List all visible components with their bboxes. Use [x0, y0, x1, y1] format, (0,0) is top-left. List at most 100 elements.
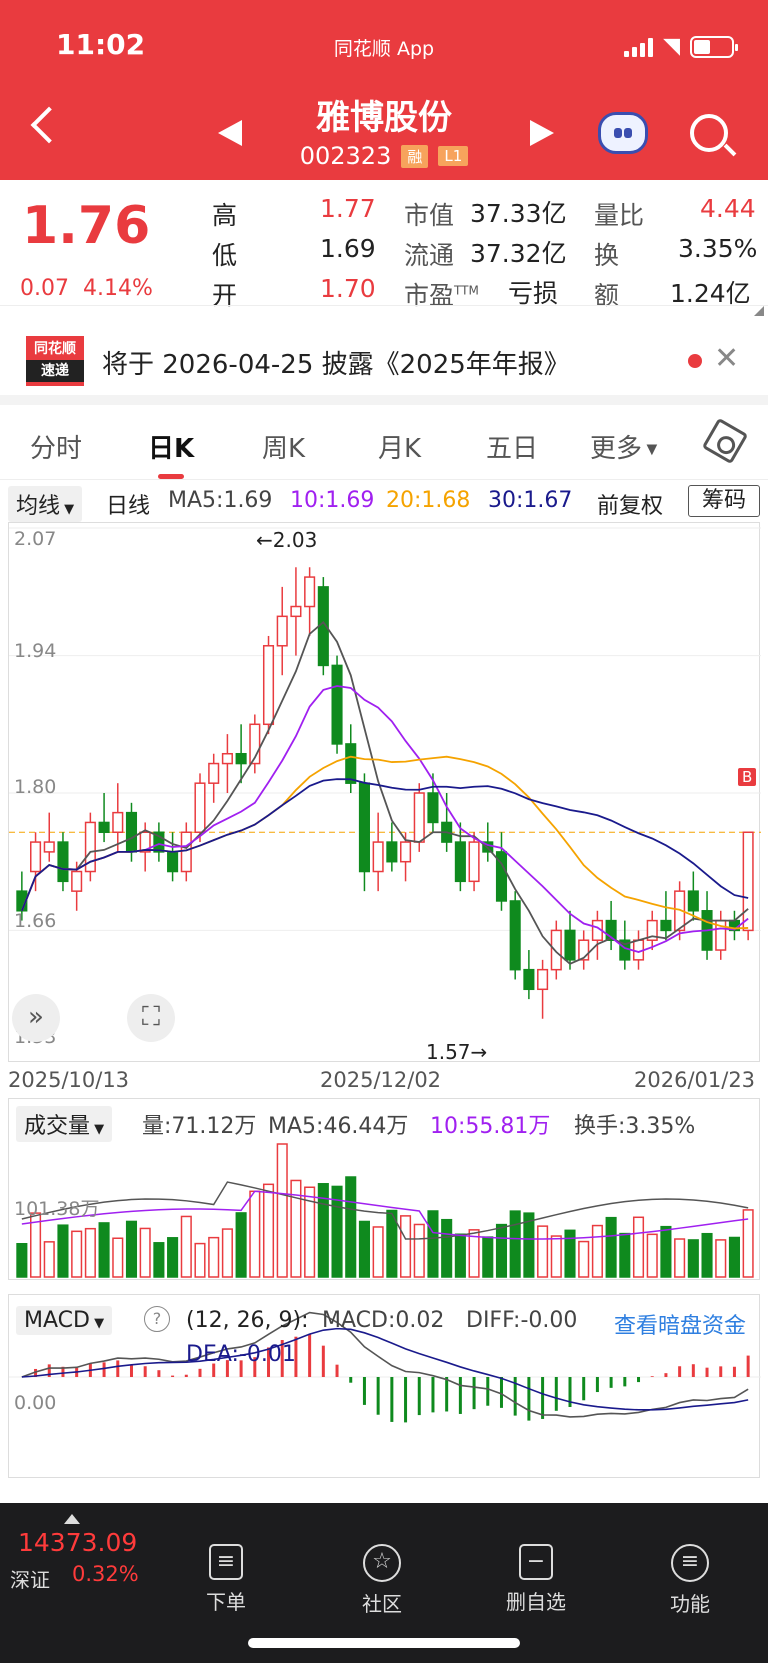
volume-bar: [454, 1233, 466, 1278]
turnover-value: 3.35%: [678, 234, 758, 263]
candle-body: [400, 841, 412, 863]
ma20-value: 20:1.68: [386, 488, 471, 513]
fullscreen-icon[interactable]: ⛶: [127, 994, 175, 1042]
tab-monthly-k[interactable]: 月K: [378, 434, 422, 464]
volume-ma5: MA5:46.44万: [268, 1114, 409, 1139]
volume-svg: [16, 1143, 754, 1278]
price-change: 0.07 4.14%: [20, 276, 153, 301]
volume-select-label: 成交量: [24, 1114, 91, 1139]
candle-body: [646, 919, 658, 941]
volume-bar: [715, 1239, 727, 1278]
volume-bar: [304, 1186, 316, 1278]
candle-body: [84, 821, 96, 873]
volume-bar: [564, 1229, 576, 1278]
volume-bar: [153, 1242, 165, 1278]
notice-bar[interactable]: [0, 305, 768, 395]
candle-body: [208, 762, 220, 784]
stock-name: 雅博股份: [316, 98, 452, 138]
tab-daily-k[interactable]: 日K: [148, 434, 195, 464]
pe-sup: TTM: [454, 283, 479, 298]
logo-bottom: 速递: [26, 360, 84, 382]
tab-intraday[interactable]: 分时: [30, 434, 83, 464]
date-end: 2026/01/23: [634, 1068, 756, 1092]
nav-community[interactable]: ☆ 社区: [322, 1500, 442, 1617]
tab-weekly-k[interactable]: 周K: [262, 434, 306, 464]
expand-right-icon[interactable]: »: [12, 994, 60, 1042]
tab-underline: [158, 474, 184, 479]
tab-more[interactable]: 更多 ▼: [590, 428, 657, 465]
next-stock-icon[interactable]: [530, 120, 554, 146]
volume-bar: [674, 1238, 686, 1278]
volume-select[interactable]: 成交量 ▼: [16, 1106, 113, 1142]
chevron-down-icon: ▼: [89, 1316, 105, 1331]
volume-y-label: 101.38万: [14, 1198, 100, 1220]
candle-body: [194, 782, 206, 834]
tab-five-day[interactable]: 五日: [486, 434, 539, 464]
candle-body: [71, 870, 83, 892]
volume-bar: [71, 1230, 83, 1278]
kline-chart[interactable]: [8, 522, 761, 1062]
nav-functions-label: 功能: [670, 1592, 710, 1616]
ma30-value: 30:1.67: [488, 488, 573, 513]
date-start: 2025/10/13: [8, 1068, 130, 1092]
volume-bar: [180, 1215, 192, 1278]
notice-text[interactable]: 将于 2026-04-25 披露《2025年年报》: [102, 350, 570, 380]
index-value[interactable]: 14373.09: [18, 1528, 138, 1557]
candle-body: [221, 752, 233, 765]
y-label-1: 1.94: [14, 640, 57, 662]
volume-bar: [262, 1183, 275, 1278]
adjust-label[interactable]: 前复权: [597, 494, 664, 519]
volume-bar: [523, 1212, 535, 1278]
volume-bar: [578, 1240, 590, 1278]
macd-select-label: MACD: [24, 1308, 90, 1333]
expand-corner-icon[interactable]: [754, 306, 764, 316]
volume-bar: [194, 1242, 206, 1278]
candle-body: [276, 615, 288, 647]
volume-bar: [30, 1212, 42, 1278]
date-mid: 2025/12/02: [320, 1068, 442, 1092]
candle-body: [112, 811, 124, 834]
volume-bar: [509, 1210, 521, 1278]
candle-body: [98, 821, 110, 834]
high-label: 高: [212, 201, 238, 230]
volume-bar: [660, 1225, 672, 1278]
y-label-3: 1.66: [14, 910, 57, 932]
volume-ma10: 10:55.81万: [430, 1114, 551, 1139]
logo-top: 同花顺: [34, 341, 76, 357]
volume-bar: [167, 1237, 179, 1278]
nav-order[interactable]: ≡ 下单: [166, 1500, 286, 1615]
float-value: 37.32亿: [470, 239, 567, 268]
help-icon[interactable]: ?: [144, 1306, 170, 1332]
tab-more-label: 更多: [590, 434, 643, 464]
nav-functions[interactable]: ≡ 功能: [630, 1500, 750, 1617]
search-icon[interactable]: [690, 114, 728, 152]
ma-select[interactable]: 均线 ▼: [8, 486, 83, 522]
volume-bar: [331, 1185, 343, 1278]
chip-button[interactable]: 筹码: [688, 485, 760, 517]
candle-body: [468, 841, 480, 883]
candle-body: [358, 782, 370, 873]
float-label: 流通: [404, 241, 455, 270]
ma5-value: MA5:1.69: [168, 488, 273, 513]
candle-body: [180, 831, 192, 873]
candle-body: [57, 841, 69, 883]
macd-select[interactable]: MACD ▼: [16, 1306, 113, 1335]
candle-body: [564, 929, 576, 961]
volume-turnover: 换手:3.35%: [574, 1114, 696, 1139]
change-value: 0.07: [20, 276, 69, 301]
divider: [0, 395, 768, 405]
dark-pool-link[interactable]: 查看暗盘资金: [614, 1314, 747, 1339]
pe-value: 亏损: [508, 279, 559, 308]
volume-chart[interactable]: [8, 1098, 760, 1280]
macd-chart[interactable]: [8, 1294, 761, 1478]
candle-body: [495, 851, 508, 902]
ma10-value: 10:1.69: [290, 488, 375, 513]
index-pct: 0.32%: [72, 1562, 139, 1586]
prev-stock-icon[interactable]: [218, 120, 242, 146]
home-indicator: [248, 1638, 520, 1648]
candle-body: [578, 939, 590, 961]
nav-remove-watchlist[interactable]: − 删自选: [476, 1500, 596, 1615]
volume-bar: [386, 1209, 398, 1278]
close-icon[interactable]: ✕: [714, 341, 740, 376]
robot-assistant-icon[interactable]: [598, 112, 648, 154]
